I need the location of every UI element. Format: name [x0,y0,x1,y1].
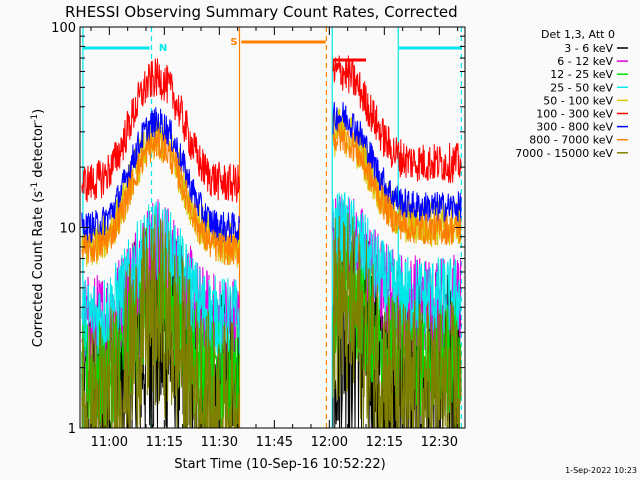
series-5 [81,55,462,203]
legend-label: 7000 - 15000 keV [515,147,613,160]
legend-label: 100 - 300 keV [536,108,613,121]
series-line [81,214,240,430]
legend-label: 300 - 800 keV [536,121,613,134]
series-line [81,128,240,266]
x-tick-label: 12:30 [421,435,458,450]
x-tick-label: 12:15 [366,435,403,450]
legend-label: 800 - 7000 keV [529,134,613,147]
series-line [332,101,462,224]
series-line [81,107,240,245]
y-axis: 1 10 100 [51,21,465,437]
legend-label: 12 - 25 keV [550,68,613,81]
x-tick-label: 11:15 [146,435,183,450]
legend-label: 25 - 50 keV [550,81,613,94]
series-line [81,58,240,203]
x-axis: 11:00 11:15 11:30 11:45 12:00 12:15 12:30 [90,27,459,450]
x-tick-label: 11:30 [201,435,238,450]
series-line [81,246,240,429]
series-8 [81,213,462,430]
y-tick-label: 10 [59,222,76,237]
legend-label: 3 - 6 keV [564,42,613,55]
series-6 [81,101,462,245]
legend-header: Det 1,3, Att 0 [541,28,615,41]
x-tick-label: 12:00 [311,435,348,450]
legend-label: 50 - 100 keV [543,94,613,107]
series-line [332,123,462,246]
render-timestamp: 1-Sep-2022 10:23 [565,466,637,475]
series-layer [81,55,462,430]
series-7 [81,123,462,266]
series-line [332,213,462,429]
y-tick-label: 1 [68,422,76,437]
series-line [332,192,462,334]
saa-marker-label: S [230,37,237,48]
series-line [332,55,462,183]
y-axis-label: Corrected Count Rate (s-1 detector-1) [30,109,46,347]
night-marker-label: N [159,43,167,54]
y-tick-label: 100 [51,21,76,36]
legend-label: 6 - 12 keV [557,55,613,68]
chart-title: RHESSI Observing Summary Count Rates, Co… [65,3,458,21]
x-axis-label: Start Time (10-Sep-16 10:52:22) [174,457,385,472]
x-tick-label: 11:00 [91,435,128,450]
x-tick-label: 11:45 [256,435,293,450]
